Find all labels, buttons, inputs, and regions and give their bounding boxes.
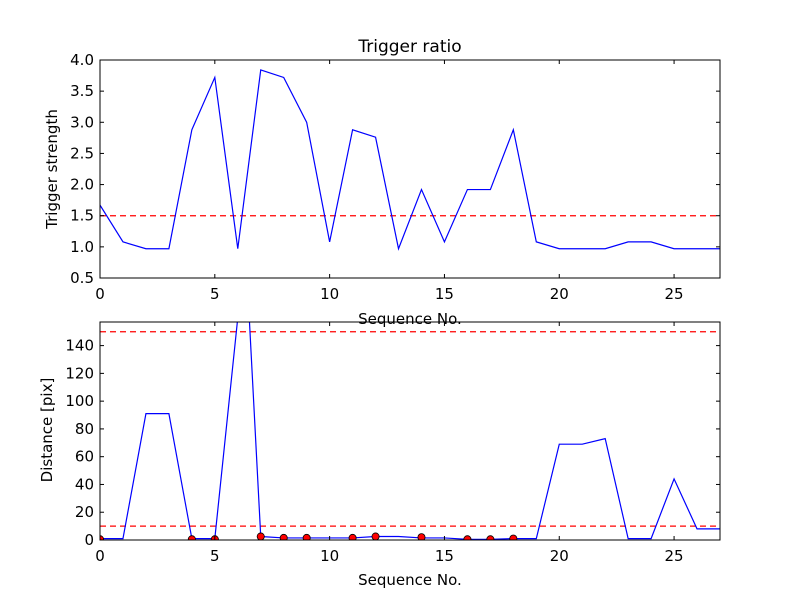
data-point bbox=[279, 533, 288, 540]
y-tick-label: 2.0 bbox=[70, 176, 94, 194]
y-tick-label: 2.5 bbox=[70, 144, 94, 162]
series-line bbox=[100, 69, 720, 251]
data-point bbox=[417, 533, 426, 540]
chart-title: Trigger ratio bbox=[357, 37, 461, 57]
data-point bbox=[486, 535, 495, 540]
y-tick-label: 0.5 bbox=[70, 269, 94, 287]
data-point bbox=[463, 535, 472, 540]
x-axis-label: Sequence No. bbox=[358, 310, 462, 328]
series-line bbox=[100, 322, 720, 540]
x-tick-label: 5 bbox=[210, 547, 220, 565]
y-tick-label: 3.0 bbox=[70, 113, 94, 131]
data-point bbox=[256, 532, 265, 540]
y-tick-label: 1.5 bbox=[70, 207, 94, 225]
y-axis-label: Trigger strength bbox=[43, 109, 61, 230]
y-tick-label: 140 bbox=[65, 337, 94, 355]
plot-area-bottom: 0 5 10 15 20 25 0 20 40 60 80 100 120 140 bbox=[65, 321, 721, 565]
plot-content bbox=[100, 69, 720, 251]
data-point bbox=[302, 533, 311, 540]
data-point bbox=[187, 535, 196, 540]
x-axis-label: Sequence No. bbox=[358, 571, 462, 589]
chart-distance: 0 5 10 15 20 25 0 20 40 60 80 100 120 140 Sequence No… bbox=[38, 321, 721, 589]
x-tick-label: 25 bbox=[665, 547, 684, 565]
plot-content bbox=[100, 322, 720, 540]
plot-frame bbox=[99, 321, 721, 541]
x-tick-label: 15 bbox=[435, 547, 454, 565]
data-point bbox=[509, 534, 518, 540]
y-tick-label: 80 bbox=[75, 420, 94, 438]
plot-area-top: 0 5 10 15 20 25 0.5 1.0 1.5 2.0 2.5 3.0 3.5 4.0 bbox=[70, 51, 721, 303]
x-tick-label: 0 bbox=[95, 285, 105, 303]
y-tick-label: 3.5 bbox=[70, 82, 94, 100]
y-tick-label: 100 bbox=[65, 392, 94, 410]
x-tick-label: 10 bbox=[320, 285, 339, 303]
data-point bbox=[348, 533, 357, 540]
y-tick-label: 0 bbox=[84, 531, 94, 549]
y-tick-label: 1.0 bbox=[70, 238, 94, 256]
y-tick-label: 20 bbox=[75, 503, 94, 521]
y-tick-label: 40 bbox=[75, 475, 94, 493]
x-tick-label: 20 bbox=[550, 285, 569, 303]
y-tick-label: 60 bbox=[75, 448, 94, 466]
x-tick-label: 5 bbox=[210, 285, 220, 303]
y-axis-label: Distance [pix] bbox=[38, 378, 56, 483]
y-tick-label: 4.0 bbox=[70, 51, 94, 69]
plot-frame bbox=[99, 59, 721, 279]
data-point bbox=[371, 532, 380, 540]
x-tick-label: 15 bbox=[435, 285, 454, 303]
x-tick-label: 10 bbox=[320, 547, 339, 565]
y-tick-label: 120 bbox=[65, 364, 94, 382]
x-tick-label: 25 bbox=[665, 285, 684, 303]
chart-trigger-ratio: Trigger ratio 0 5 10 15 20 25 0.5 1.0 1.5 2.0 2.5 3… bbox=[43, 37, 721, 328]
x-tick-label: 20 bbox=[550, 547, 569, 565]
x-tick-label: 0 bbox=[95, 547, 105, 565]
